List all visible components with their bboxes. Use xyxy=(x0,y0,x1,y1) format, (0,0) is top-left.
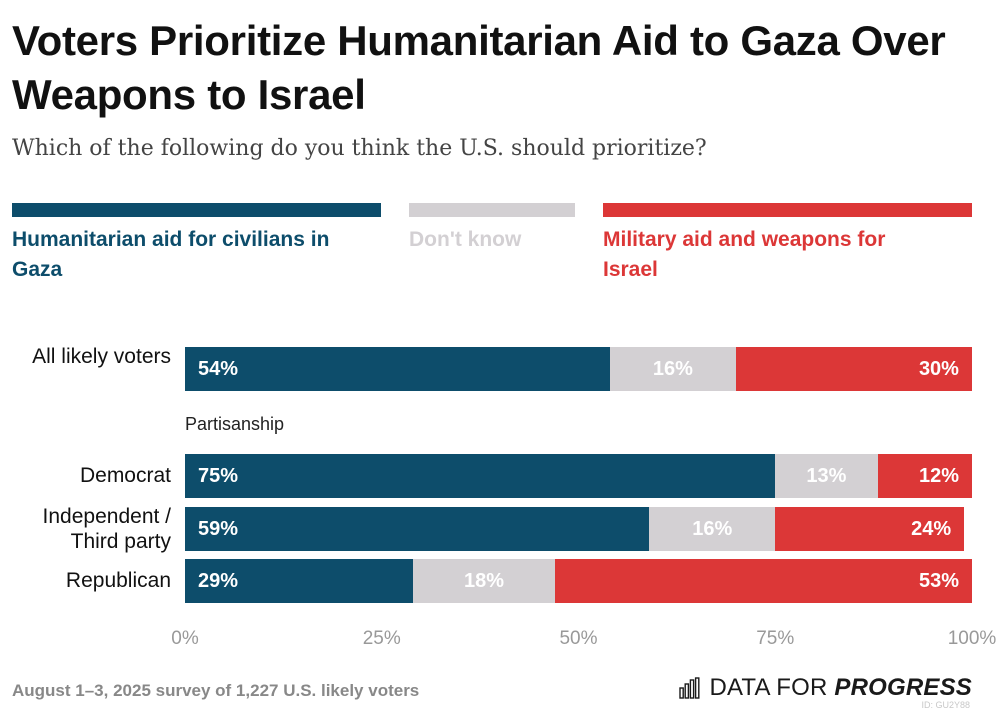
legend-humanitarian: Humanitarian aid for civilians in Gaza xyxy=(12,203,381,285)
brand-emphasis: PROGRESS xyxy=(834,674,972,701)
x-tick-label: 25% xyxy=(362,628,401,649)
data-for-progress-logo: DATA FOR PROGRESS xyxy=(679,674,972,702)
bar-value-label: 18% xyxy=(464,569,505,592)
x-tick-label: 100% xyxy=(947,628,997,649)
x-tick-label: 50% xyxy=(559,628,598,649)
bar-segment-dont-know: 16% xyxy=(649,507,776,551)
bar-value-label: 16% xyxy=(692,517,733,540)
bar-segment-military: 53% xyxy=(554,559,972,603)
chart-title: Voters Prioritize Humanitarian Aid to Ga… xyxy=(12,17,946,118)
x-tick-label: 0% xyxy=(171,628,199,649)
bar-segment-dont-know: 18% xyxy=(413,559,555,603)
bar-value-label: 24% xyxy=(911,517,952,540)
bar-value-label: 53% xyxy=(918,569,959,592)
bar-segment-military: 30% xyxy=(735,347,972,391)
bar-segment-dont-know: 13% xyxy=(775,454,878,498)
bar-value-label: 16% xyxy=(652,357,693,380)
bar-segment-humanitarian: 54% xyxy=(185,347,610,391)
bar-row-all-voters: 54% 16% 30% xyxy=(185,347,972,391)
bar-value-label: 54% xyxy=(198,357,239,380)
legend-label-military: Military aid and weapons for Israel xyxy=(603,228,886,281)
legend-dont-know: Don't know xyxy=(409,203,575,255)
bar-value-label: 29% xyxy=(198,569,239,592)
bar-segment-humanitarian: 59% xyxy=(185,507,650,551)
row-label-independent: Independent / Third party xyxy=(42,505,171,553)
group-label-partisanship: Partisanship xyxy=(185,414,285,434)
bar-segment-humanitarian: 75% xyxy=(185,454,776,498)
legend-label-dont-know: Don't know xyxy=(409,228,522,251)
brand-text: DATA FOR PROGRESS xyxy=(709,674,972,702)
bar-value-label: 12% xyxy=(918,464,959,487)
row-label-republican: Republican xyxy=(65,569,171,592)
brand-prefix: DATA FOR xyxy=(709,674,835,701)
x-tick-label: 75% xyxy=(756,628,795,649)
row-label-all-voters: All likely voters xyxy=(32,345,171,368)
bar-chart-logo-icon xyxy=(679,677,700,699)
bar-row-republican: 29% 18% 53% xyxy=(185,559,972,603)
legend-swatch-dont-know xyxy=(409,203,575,217)
survey-footnote: August 1–3, 2025 survey of 1,227 U.S. li… xyxy=(12,681,420,700)
bar-row-democrat: 75% 13% 12% xyxy=(185,454,972,498)
bar-value-label: 75% xyxy=(198,464,239,487)
bar-segment-humanitarian: 29% xyxy=(185,559,414,603)
chart-id: ID: GU2Y88 xyxy=(921,700,970,710)
bar-value-label: 13% xyxy=(806,464,847,487)
legend-swatch-humanitarian xyxy=(12,203,381,217)
legend-swatch-military xyxy=(603,203,972,217)
bar-segment-military: 12% xyxy=(877,454,972,498)
bar-value-label: 59% xyxy=(198,517,239,540)
bar-value-label: 30% xyxy=(918,357,959,380)
legend-military: Military aid and weapons for Israel xyxy=(603,203,972,285)
legend-label-humanitarian: Humanitarian aid for civilians in Gaza xyxy=(12,228,330,281)
row-label-democrat: Democrat xyxy=(79,464,171,487)
bar-segment-military: 24% xyxy=(775,507,965,551)
bar-row-independent: 59% 16% 24% xyxy=(185,507,972,551)
chart-subtitle: Which of the following do you think the … xyxy=(12,136,707,161)
bar-segment-dont-know: 16% xyxy=(609,347,736,391)
